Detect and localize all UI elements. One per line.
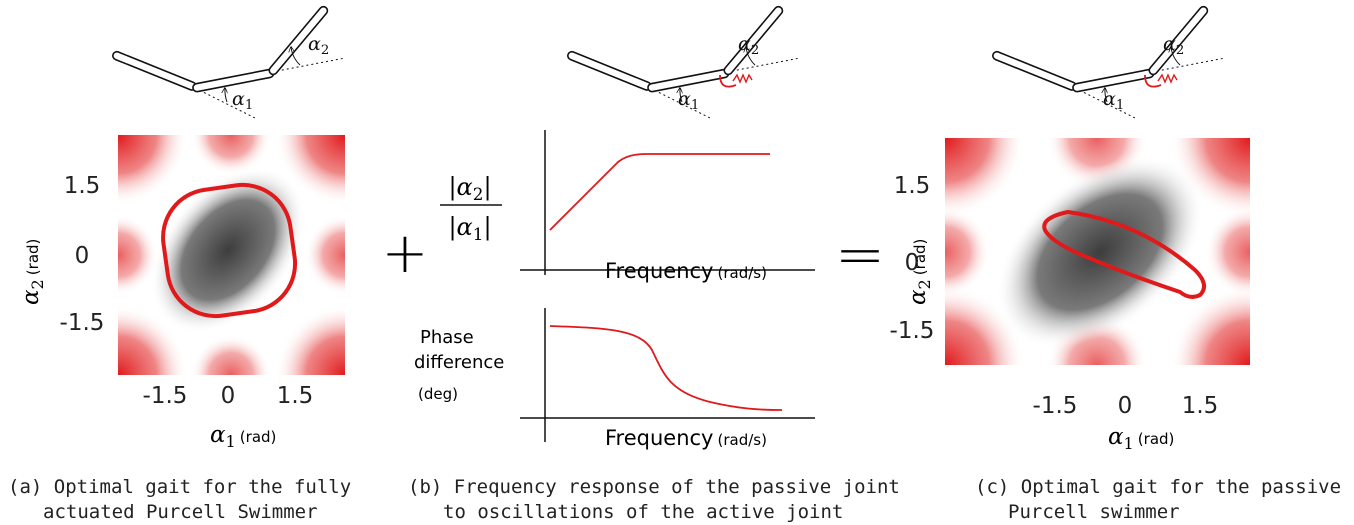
shape [191, 335, 271, 375]
label-part: 2 [915, 279, 934, 289]
x-tick-label: -1.5 [143, 383, 188, 409]
gait-curve [1042, 209, 1206, 299]
phase-curve [549, 325, 783, 411]
label-part: (rad) [24, 239, 42, 276]
shape [945, 138, 1025, 218]
label-part: Frequency [605, 259, 714, 283]
x-tick-label: 1.5 [1182, 393, 1219, 419]
label-part: α [210, 422, 226, 448]
y-axis-label: (deg) [418, 385, 458, 403]
magnitude-curve [549, 153, 770, 231]
label-part: | [483, 173, 491, 202]
label-part: α [232, 88, 245, 110]
x-tick-label: -1.5 [1033, 393, 1078, 419]
label-part: 2 [28, 279, 47, 289]
shape [945, 207, 990, 297]
shape [1170, 138, 1250, 218]
swimmer [112, 5, 345, 118]
label-part: α [738, 33, 751, 55]
x-tick-label: 0 [1118, 393, 1133, 419]
angle-label: α1 [678, 88, 699, 113]
label-part: (rad) [911, 239, 929, 276]
y-tick-label: 0 [905, 250, 920, 276]
shape [118, 135, 188, 205]
label-part: 2 [321, 43, 329, 58]
x-tick-label: 1.5 [277, 383, 314, 409]
caption: actuated Purcell Swimmer [43, 501, 318, 523]
operator: = [835, 220, 885, 290]
shape [150, 167, 306, 333]
y-axis-label: α2 (rad) [905, 239, 934, 305]
caption: (c) Optimal gait for the passive [975, 476, 1341, 498]
shape [945, 285, 1025, 365]
label-part: 1 [691, 98, 699, 113]
y-tick-label: -1.5 [60, 310, 105, 336]
label-part: (rad/s) [718, 431, 767, 449]
label-part: 1 [1124, 434, 1134, 453]
shape [1205, 207, 1250, 297]
label-part: 1 [473, 224, 484, 244]
caption: (a) Optimal gait for the fully [8, 476, 351, 498]
gait-curve [161, 182, 298, 319]
angle-label: α2 [738, 33, 759, 58]
x-axis-label: Frequency (rad/s) [605, 259, 767, 283]
label-part: (rad) [240, 428, 277, 446]
label-part: | [448, 213, 456, 242]
label-part: α [678, 88, 691, 110]
label-part: α [1163, 33, 1176, 55]
y-axis-label: difference [414, 352, 504, 373]
label-part: α [1108, 424, 1124, 450]
shape [1170, 285, 1250, 365]
y-axis-label: Phase [420, 327, 474, 348]
y-axis-label: α2 (rad) [18, 239, 47, 305]
y-axis-label: |α2| [448, 173, 491, 204]
caption: to oscillations of the active joint [443, 501, 843, 523]
x-axis-label: α1 (rad) [1108, 424, 1174, 453]
x-axis-label: α1 (rad) [210, 422, 276, 451]
y-tick-label: 0 [75, 243, 90, 269]
label-part: α [308, 33, 321, 55]
x-axis-label: Frequency (rad/s) [605, 426, 767, 450]
shape [191, 135, 271, 175]
label-part: | [483, 213, 491, 242]
label-part: 1 [1116, 98, 1124, 113]
label-part: (rad/s) [718, 264, 767, 282]
angle-label: α1 [232, 88, 253, 113]
y-tick-label: -1.5 [890, 318, 935, 344]
caption: Purcell swimmer [1008, 501, 1180, 523]
x-tick-label: 0 [221, 383, 236, 409]
label-part: 1 [245, 98, 253, 113]
shape [275, 135, 345, 205]
shape [996, 155, 1204, 349]
angle-label: α2 [308, 33, 329, 58]
label-part: (rad) [1138, 430, 1175, 448]
y-tick-label: 1.5 [64, 173, 101, 199]
label-part: | [448, 173, 456, 202]
shape [118, 305, 188, 375]
shape [275, 305, 345, 375]
label-part: 2 [751, 43, 759, 58]
shape [118, 215, 158, 295]
heatmap [118, 135, 345, 375]
label-part: 2 [1176, 43, 1184, 58]
label-part: Frequency [605, 426, 714, 450]
angle-label: α2 [1163, 33, 1184, 58]
label-part: α [457, 173, 473, 201]
label-part: α [457, 213, 473, 241]
shape [305, 215, 345, 295]
label-part: 1 [226, 432, 236, 451]
label-part: α [1103, 88, 1116, 110]
label-part: α [18, 289, 44, 305]
label-part: α [905, 289, 931, 305]
heatmap [945, 138, 1250, 365]
angle-label: α1 [1103, 88, 1124, 113]
caption: (b) Frequency response of the passive jo… [408, 476, 900, 498]
label-part: 2 [473, 184, 484, 204]
y-axis-label: |α1| [448, 213, 491, 244]
y-tick-label: 1.5 [894, 173, 931, 199]
operator: + [382, 221, 429, 286]
